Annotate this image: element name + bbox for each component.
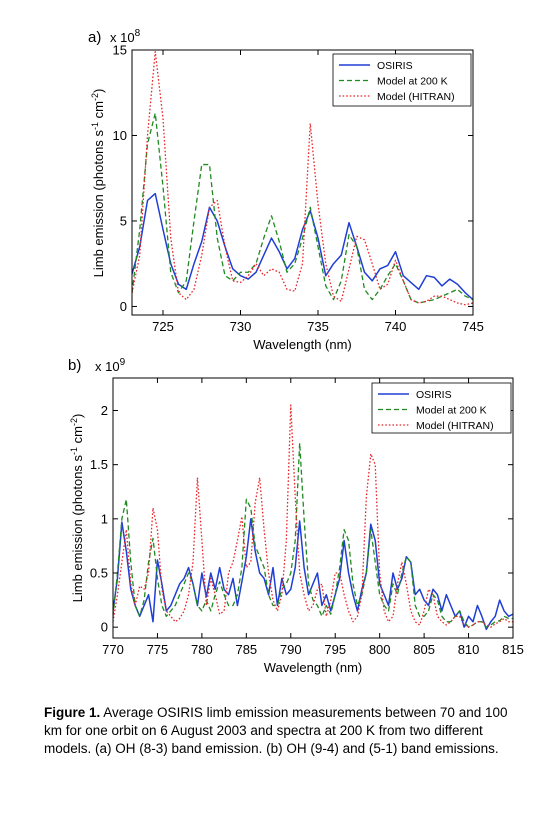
x-tick-label: 745 <box>462 319 484 334</box>
y-axis-label-part: ) <box>70 414 85 418</box>
x-tick-label: 775 <box>147 642 169 657</box>
x-tick-label: 735 <box>307 319 329 334</box>
series-line-osiris <box>132 192 473 301</box>
y-axis-label-part: cm <box>91 101 106 122</box>
y-tick-label: 0.5 <box>90 566 108 581</box>
x-tick-label: 805 <box>413 642 435 657</box>
x-axis-label: Wavelength (nm) <box>264 660 363 675</box>
legend-label: OSIRIS <box>377 60 413 72</box>
plot-frame <box>131 49 474 316</box>
series-line-model-hitran- <box>113 404 513 628</box>
x-tick-label: 730 <box>230 319 252 334</box>
y-axis-label-part: Limb emission (photons s <box>70 454 85 602</box>
chart-panel-a: 725 730 735 740 745 0 5 10 15 Wavelength (nm) Limb… <box>88 28 484 352</box>
y-axis-label-part: Limb emission (photons s <box>91 129 106 277</box>
scale-multiplier: x 109 <box>95 357 126 374</box>
figure-caption: Figure 1. Average OSIRIS limb emission m… <box>44 704 514 758</box>
y-axis-label-part: ) <box>91 89 106 93</box>
scale-base: x 10 <box>95 359 120 374</box>
y-axis-label: Limb emission (photons s-1 cm-2) <box>90 89 106 278</box>
x-tick-label: 790 <box>280 642 302 657</box>
y-axis-label: Limb emission (photons s-1 cm-2) <box>69 414 85 603</box>
y-tick-label: 15 <box>113 43 127 58</box>
legend: OSIRIS Model at 200 K Model (HITRAN) <box>332 53 472 107</box>
x-axis-label: Wavelength (nm) <box>253 337 352 352</box>
legend-label: Model at 200 K <box>416 405 487 417</box>
scale-multiplier: x 108 <box>110 28 141 45</box>
y-axis-label-sup: -2 <box>90 93 100 101</box>
legend-label: Model (HITRAN) <box>377 91 455 103</box>
legend-label: Model at 200 K <box>377 76 448 88</box>
y-axis-label-sup: -1 <box>90 122 100 130</box>
x-tick-label: 795 <box>324 642 346 657</box>
legend-label: OSIRIS <box>416 389 452 401</box>
y-tick-label: 0 <box>120 299 127 314</box>
x-tick-label: 770 <box>102 642 124 657</box>
x-tick-label: 815 <box>502 642 524 657</box>
scale-exponent: 9 <box>120 357 126 368</box>
y-tick-label: 5 <box>120 213 127 228</box>
x-tick-label: 810 <box>458 642 480 657</box>
legend: OSIRIS Model at 200 K Model (HITRAN) <box>371 382 512 434</box>
chart-panel-b: 770 775 780 785 790 795 800 805 810 815 0 0.5 1 1.5 2 W… <box>68 357 524 675</box>
y-axis-label-sup: -1 <box>69 447 79 455</box>
legend-box <box>371 382 512 434</box>
x-tick-label: 725 <box>152 319 174 334</box>
panel-label: b) <box>68 357 81 374</box>
y-axis-label-part: cm <box>70 426 85 447</box>
series-line-osiris <box>113 518 513 631</box>
y-tick-label: 10 <box>113 128 127 143</box>
x-tick-label: 740 <box>385 319 407 334</box>
y-tick-label: 1 <box>101 511 108 526</box>
legend-label: Model (HITRAN) <box>416 420 494 432</box>
y-tick-label: 0 <box>101 620 108 635</box>
scale-exponent: 8 <box>135 28 141 39</box>
y-tick-label: 1.5 <box>90 457 108 472</box>
scale-base: x 10 <box>110 30 135 45</box>
caption-text: Average OSIRIS limb emission measurement… <box>44 705 508 756</box>
x-tick-label: 780 <box>191 642 213 657</box>
x-tick-label: 800 <box>369 642 391 657</box>
series-line-model-at-200-k <box>113 442 513 628</box>
series-group <box>113 404 513 631</box>
caption-label: Figure 1. <box>44 705 101 720</box>
y-axis-label-sup: -2 <box>69 418 79 426</box>
y-tick-label: 2 <box>101 403 108 418</box>
panel-label: a) <box>88 29 101 46</box>
series-line-model-at-200-k <box>132 112 473 304</box>
series-group <box>132 51 473 306</box>
plot-frame <box>112 377 514 639</box>
x-tick-label: 785 <box>235 642 257 657</box>
